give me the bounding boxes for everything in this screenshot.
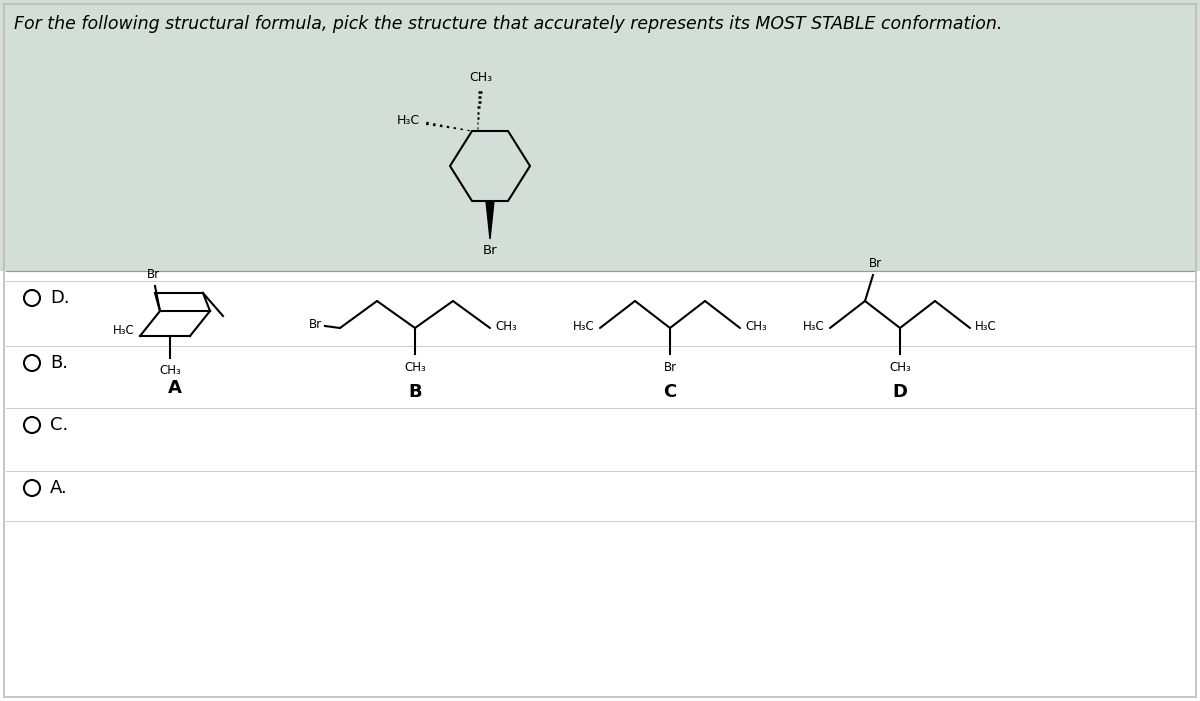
Text: B.: B. — [50, 354, 68, 372]
Text: CH₃: CH₃ — [160, 364, 181, 377]
Polygon shape — [486, 201, 494, 239]
Text: B: B — [408, 383, 422, 401]
Text: CH₃: CH₃ — [889, 361, 911, 374]
Text: D: D — [893, 383, 907, 401]
Text: CH₃: CH₃ — [496, 320, 517, 332]
Text: C: C — [664, 383, 677, 401]
FancyBboxPatch shape — [0, 0, 1200, 271]
Text: C.: C. — [50, 416, 68, 434]
Text: Br: Br — [664, 361, 677, 374]
Text: A: A — [168, 379, 182, 397]
Text: For the following structural formula, pick the structure that accurately represe: For the following structural formula, pi… — [14, 15, 1002, 33]
Text: H₃C: H₃C — [113, 325, 134, 337]
Text: CH₃: CH₃ — [469, 71, 492, 84]
Text: H₃C: H₃C — [803, 320, 826, 332]
Text: Br: Br — [308, 318, 322, 332]
Text: A.: A. — [50, 479, 67, 497]
Text: Br: Br — [869, 257, 882, 270]
FancyBboxPatch shape — [0, 271, 1200, 701]
Text: Br: Br — [482, 244, 497, 257]
Text: H₃C: H₃C — [974, 320, 997, 332]
Text: H₃C: H₃C — [397, 114, 420, 128]
Text: D.: D. — [50, 289, 70, 307]
Text: CH₃: CH₃ — [745, 320, 767, 332]
Text: Br: Br — [146, 268, 160, 281]
Text: CH₃: CH₃ — [404, 361, 426, 374]
Text: H₃C: H₃C — [574, 320, 595, 332]
